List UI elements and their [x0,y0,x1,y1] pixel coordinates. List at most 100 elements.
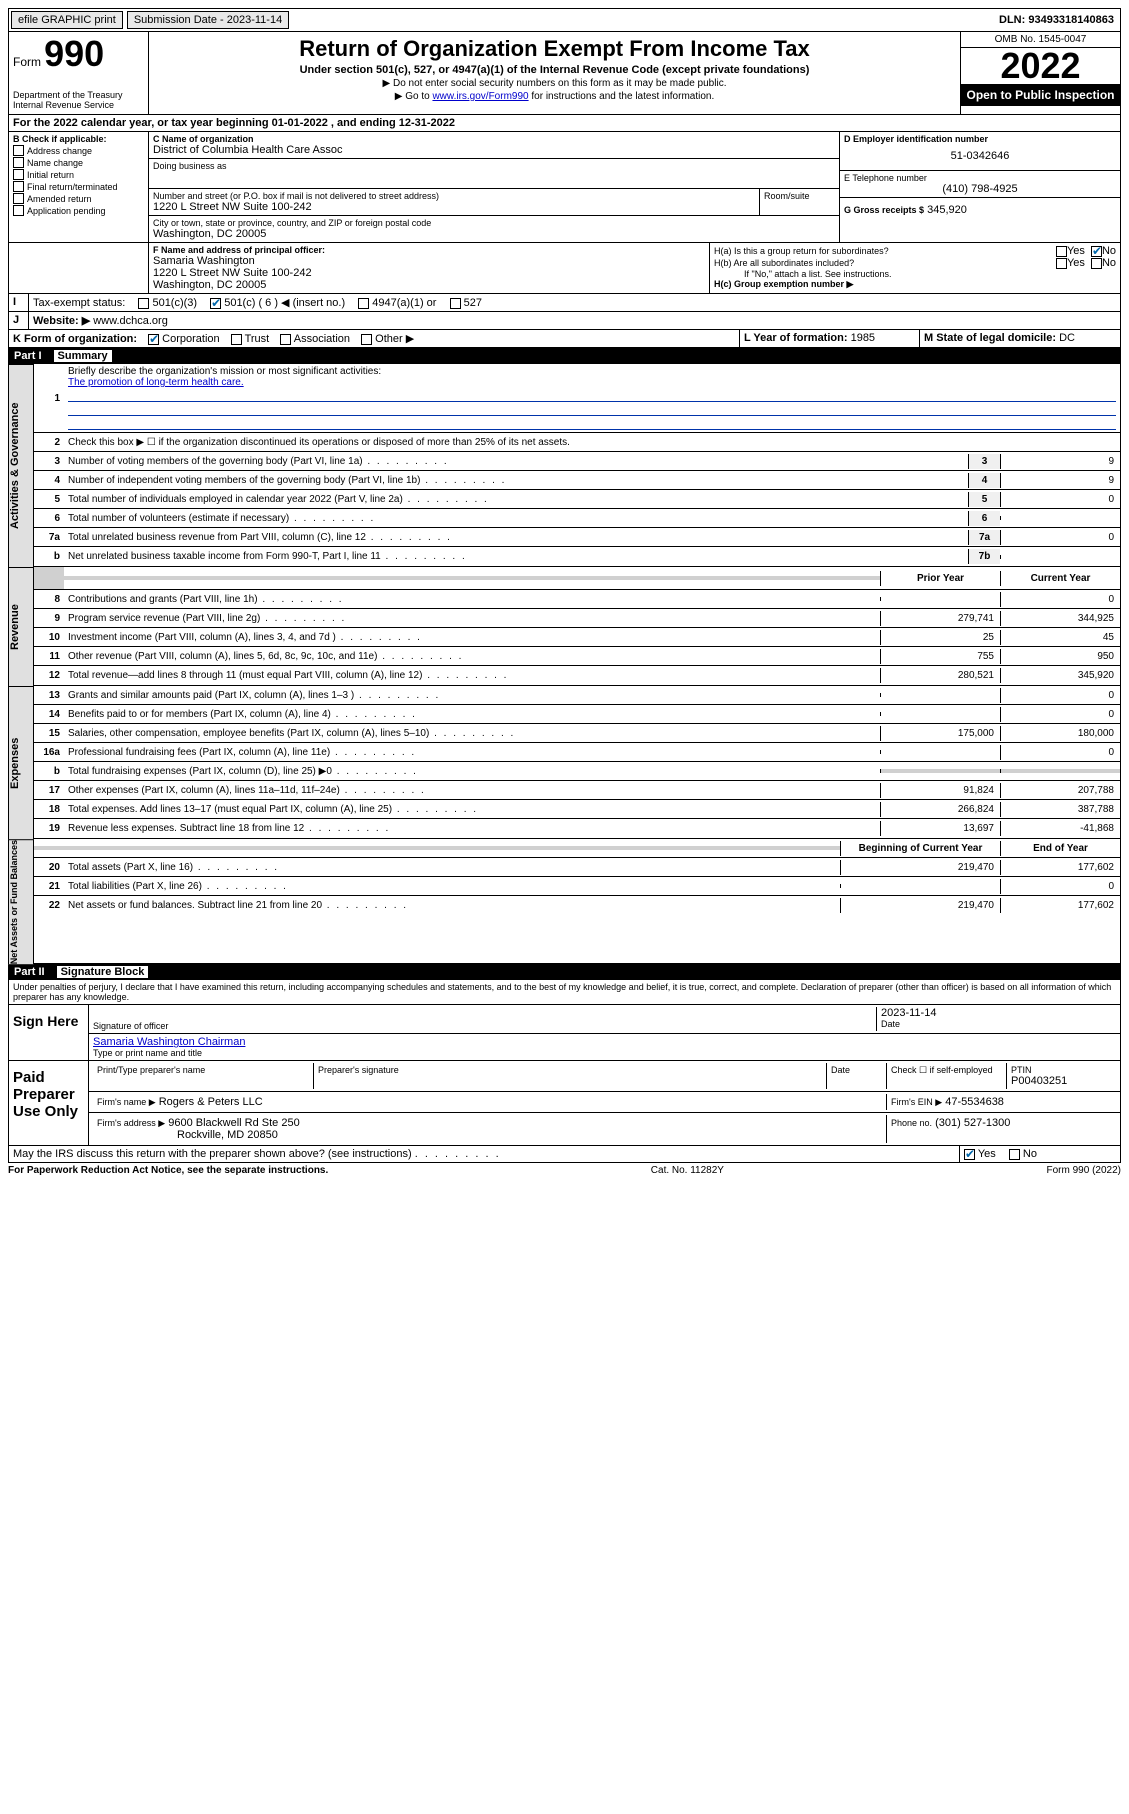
cb-name-change[interactable]: Name change [13,157,144,168]
form-number: 990 [44,33,104,74]
cb-4947[interactable] [358,298,369,309]
efile-print-btn[interactable]: efile GRAPHIC print [11,11,123,29]
type-name-label: Type or print name and title [93,1048,1116,1058]
hb-yes[interactable] [1056,258,1067,269]
vert-expenses: Expenses [8,686,34,839]
phone-value: (410) 798-4925 [844,183,1116,195]
officer-addr2: Washington, DC 20005 [153,279,705,291]
page-footer: For Paperwork Reduction Act Notice, see … [8,1163,1121,1178]
cb-trust[interactable] [231,334,242,345]
section-a-period: For the 2022 calendar year, or tax year … [9,115,1120,131]
cb-application-pending[interactable]: Application pending [13,205,144,216]
dept-treasury: Department of the Treasury Internal Reve… [13,90,144,110]
vert-net-assets: Net Assets or Fund Balances [8,839,34,964]
form-subtitle: Under section 501(c), 527, or 4947(a)(1)… [157,64,952,76]
line1-label: Briefly describe the organization's miss… [68,366,381,377]
cb-501c3[interactable] [138,298,149,309]
section-b-checkboxes: B Check if applicable: Address change Na… [9,132,149,242]
may-irs-no[interactable] [1009,1149,1020,1160]
officer-signed-name[interactable]: Samaria Washington Chairman [93,1036,245,1048]
summary-line-21: 21Total liabilities (Part X, line 26)0 [34,877,1120,896]
firm-addr1: 9600 Blackwell Rd Ste 250 [168,1117,299,1129]
ha-label: H(a) Is this a group return for subordin… [714,246,1056,256]
sig-date-label: Date [881,1019,1116,1029]
ha-yes[interactable] [1056,246,1067,257]
city-label: City or town, state or province, country… [153,218,835,228]
summary-line-3: 3Number of voting members of the governi… [34,452,1120,471]
cb-corporation[interactable] [148,334,159,345]
irs-link[interactable]: www.irs.gov/Form990 [432,91,528,102]
vert-revenue: Revenue [8,567,34,686]
summary-line-6: 6Total number of volunteers (estimate if… [34,509,1120,528]
firm-ein-label: Firm's EIN ▶ [891,1097,942,1107]
org-name: District of Columbia Health Care Assoc [153,144,835,156]
footer-catno: Cat. No. 11282Y [651,1165,724,1176]
cb-initial-return[interactable]: Initial return [13,169,144,180]
summary-line-13: 13Grants and similar amounts paid (Part … [34,686,1120,705]
mission-text[interactable]: The promotion of long-term health care. [68,377,244,388]
sign-here-label: Sign Here [9,1005,89,1060]
year-formation: 1985 [851,332,875,344]
summary-line-20: 20Total assets (Part X, line 16)219,4701… [34,858,1120,877]
city-value: Washington, DC 20005 [153,228,835,240]
form-note-1: ▶ Do not enter social security numbers o… [157,78,952,89]
section-b-label: B Check if applicable: [13,134,144,144]
hb-label: H(b) Are all subordinates included? [714,258,1056,268]
open-public-badge: Open to Public Inspection [961,84,1120,106]
cb-final-return[interactable]: Final return/terminated [13,181,144,192]
gross-receipts-value: 345,920 [927,204,967,216]
firm-ein: 47-5534638 [945,1096,1004,1108]
efile-topbar: efile GRAPHIC print Submission Date - 20… [8,8,1121,32]
cb-association[interactable] [280,334,291,345]
hb-note: If "No," attach a list. See instructions… [714,269,1116,279]
section-c-block: C Name of organization District of Colum… [149,132,840,242]
c-name-label: C Name of organization [153,134,835,144]
part-1-header: Part I Summary [8,348,1121,364]
officer-name: Samaria Washington [153,255,705,267]
line2-text: Check this box ▶ ☐ if the organization d… [64,435,1120,450]
cb-amended-return[interactable]: Amended return [13,193,144,204]
summary-line-15: 15Salaries, other compensation, employee… [34,724,1120,743]
check-self-employed[interactable]: Check ☐ if self-employed [886,1063,1006,1089]
summary-line-b: bTotal fundraising expenses (Part IX, co… [34,762,1120,781]
summary-line-9: 9Program service revenue (Part VIII, lin… [34,609,1120,628]
penalty-statement: Under penalties of perjury, I declare th… [8,980,1121,1005]
summary-line-8: 8Contributions and grants (Part VIII, li… [34,590,1120,609]
k-label: K Form of organization: [13,333,137,345]
summary-line-22: 22Net assets or fund balances. Subtract … [34,896,1120,915]
street-value: 1220 L Street NW Suite 100-242 [153,201,755,213]
footer-paperwork: For Paperwork Reduction Act Notice, see … [8,1165,328,1176]
ha-no[interactable] [1091,246,1102,257]
hb-no[interactable] [1091,258,1102,269]
summary-line-18: 18Total expenses. Add lines 13–17 (must … [34,800,1120,819]
prep-sig-label: Preparer's signature [313,1063,826,1089]
form-header: Form 990 Department of the Treasury Inte… [8,32,1121,115]
summary-line-12: 12Total revenue—add lines 8 through 11 (… [34,666,1120,685]
cb-501c[interactable] [210,298,221,309]
m-label: M State of legal domicile: [924,332,1056,344]
col-end-year: End of Year [1000,841,1120,856]
vert-activities-governance: Activities & Governance [8,364,34,567]
l-label: L Year of formation: [744,332,848,344]
paid-preparer-label: Paid Preparer Use Only [9,1061,89,1145]
may-irs-yes[interactable] [964,1149,975,1160]
dba-label: Doing business as [153,161,835,171]
cb-address-change[interactable]: Address change [13,145,144,156]
form-word: Form [13,55,41,69]
goto-pre: ▶ Go to [395,91,433,102]
f-officer-label: F Name and address of principal officer: [153,245,705,255]
tax-year: 2022 [961,48,1120,84]
cb-527[interactable] [450,298,461,309]
website-value: www.dchca.org [93,315,168,327]
cb-other[interactable] [361,334,372,345]
summary-line-7b: bNet unrelated business taxable income f… [34,547,1120,566]
section-d-block: D Employer identification number 51-0342… [840,132,1120,242]
summary-line-5: 5Total number of individuals employed in… [34,490,1120,509]
ptin-label: PTIN [1011,1065,1112,1075]
firm-phone-label: Phone no. [891,1118,932,1128]
prep-date-label: Date [826,1063,886,1089]
j-website-label: Website: ▶ [33,315,90,327]
col-begin-year: Beginning of Current Year [840,841,1000,856]
part-2-header: Part II Signature Block [8,964,1121,980]
e-phone-label: E Telephone number [844,173,1116,183]
